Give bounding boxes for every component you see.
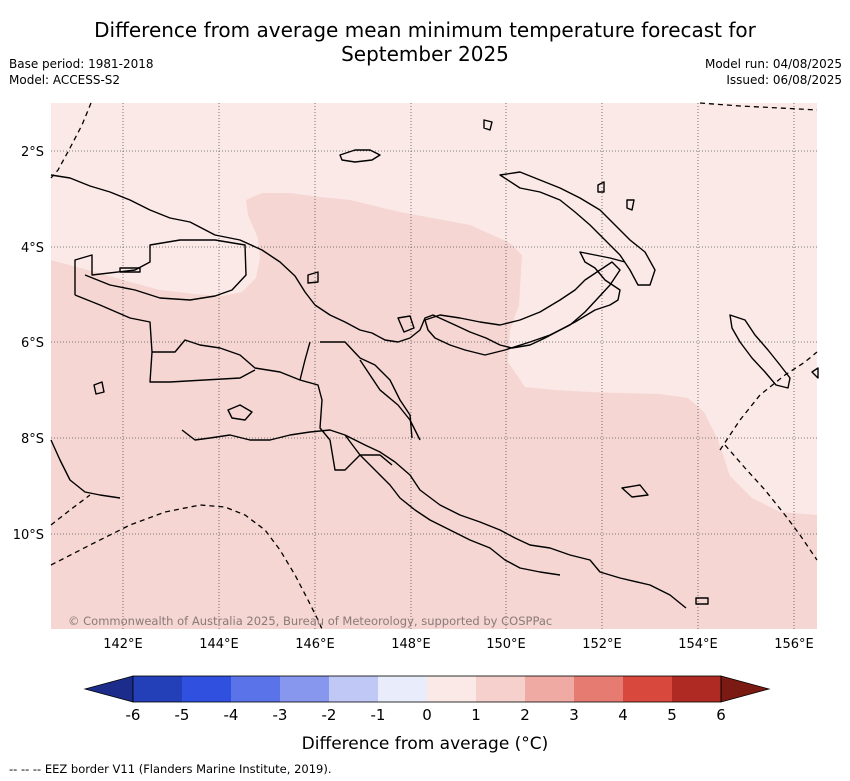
lon-label-150e: 150°E [486,637,526,652]
island-small-3 [483,119,493,131]
colorbar-tick-label: 3 [569,706,579,724]
island-small-7 [695,597,709,605]
island-small-11 [811,367,819,379]
lon-label-148e: 148°E [391,637,431,652]
graticule [51,103,817,629]
new-ireland-coastline [499,171,656,286]
colorbar-swatch [231,676,280,702]
colorbar-tick-label: -2 [322,706,337,724]
colorbar-tick-label: 5 [667,706,677,724]
island-small-5 [626,199,635,211]
base-period-text: Base period: 1981-2018 [9,57,154,71]
issued-text: Issued: 06/08/2025 [726,73,842,87]
south-coast-inner [344,359,561,576]
lat-label-4s: 4°S [21,241,44,256]
map-title: Difference from average mean minimum tem… [0,18,850,66]
colorbar-tick-label: -5 [175,706,190,724]
lat-label-2s: 2°S [21,145,44,160]
colorbar-frame [132,675,722,703]
eez-footnote: -- -- -- EEZ border V11 (Flanders Marine… [9,762,332,776]
island-small-4 [597,181,605,193]
copyright-text: © Commonwealth of Australia 2025, Bureau… [68,614,552,628]
colorbar-tick-label: 2 [520,706,530,724]
lon-label-152e: 152°E [582,637,622,652]
island-small-1 [307,271,319,284]
colorbar-tick-label: 0 [422,706,432,724]
colorbar-tick-label: 4 [618,706,628,724]
island-small-10 [119,267,141,273]
colorbar-swatch [476,676,525,702]
colorbar-extend-low [83,675,134,703]
title-line-2: September 2025 [341,42,509,66]
lat-label-6s: 6°S [21,336,44,351]
colorbar-tick-label: -1 [371,706,386,724]
manus-coastline [339,149,381,163]
eez-borders [50,102,818,630]
meta-left: Base period: 1981-2018 Model: ACCESS-S2 [9,56,154,88]
coastlines [50,119,819,609]
island-small-9 [227,404,253,421]
colorbar-label: Difference from average (°C) [302,734,549,754]
title-line-1: Difference from average mean minimum tem… [94,18,756,42]
colorbar-extend-high [720,675,771,703]
lon-label-142e: 142°E [103,637,143,652]
colorbar-swatch [378,676,427,702]
lat-label-8s: 8°S [21,432,44,447]
papuan-peninsula-coast [50,429,687,609]
colorbar-swatch [623,676,672,702]
lon-labels: 142°E 144°E 146°E 148°E 150°E 152°E 154°… [103,637,814,652]
colorbar: -6 -5 -4 -3 -2 -1 0 1 2 3 4 5 6 [83,675,771,724]
colorbar-tick-label: -3 [273,706,288,724]
colorbar-swatch [182,676,231,702]
map-panel: © Commonwealth of Australia 2025, Bureau… [50,102,819,630]
anomaly-0-1-region [51,103,817,515]
model-run-text: Model run: 04/08/2025 [704,57,842,71]
lon-label-146e: 146°E [295,637,335,652]
model-text: Model: ACCESS-S2 [9,73,121,87]
colorbar-tick-label: -6 [126,706,141,724]
lat-label-10s: 10°S [13,528,44,543]
meta-right: Model run: 04/08/2025 Issued: 06/08/2025 [705,56,842,88]
colorbar-swatch [672,676,721,702]
colorbar-swatch [574,676,623,702]
colorbar-tick-label: -4 [224,706,239,724]
png-internal-borders [299,341,413,471]
new-britain-coastline [424,261,621,356]
lon-label-154e: 154°E [678,637,718,652]
bougainville-coastline [729,314,791,389]
colorbar-swatch [280,676,329,702]
colorbar-tick-label: 1 [471,706,481,724]
lon-label-144e: 144°E [199,637,239,652]
new-guinea-coastline [50,174,626,349]
colorbar-swatch [525,676,574,702]
province-borders-west [74,239,331,441]
colorbar-tick-label: 6 [716,706,726,724]
island-small-8 [93,381,105,395]
colorbar-swatch [133,676,182,702]
lon-label-156e: 156°E [774,637,814,652]
lat-labels: 2°S 4°S 6°S 8°S 10°S [13,145,44,543]
island-small-2 [397,315,415,333]
colorbar-swatch [427,676,476,702]
colorbar-swatch [329,676,378,702]
island-small-6 [621,484,649,498]
